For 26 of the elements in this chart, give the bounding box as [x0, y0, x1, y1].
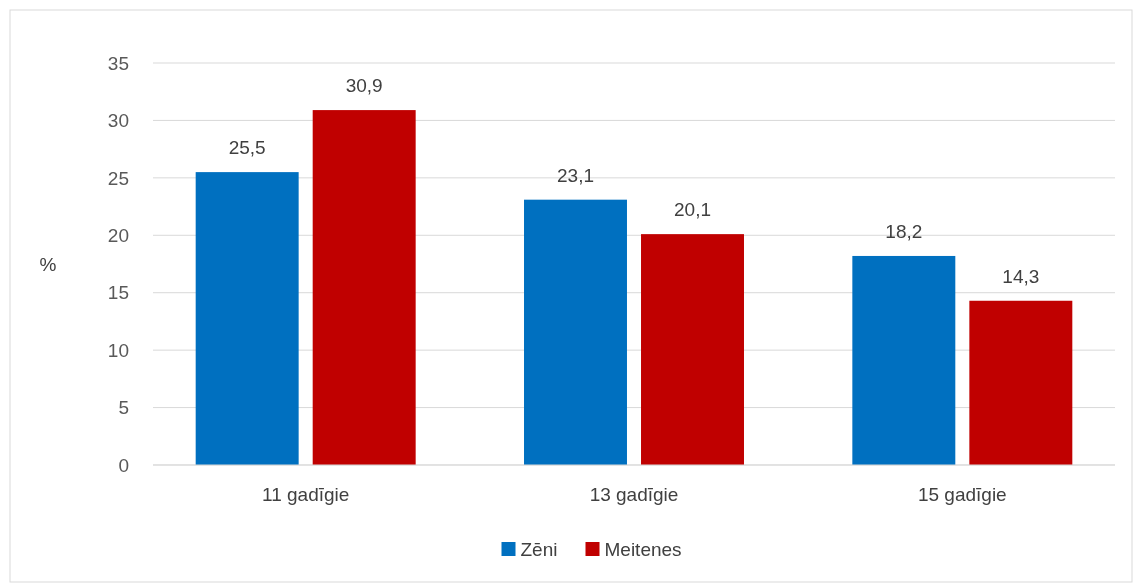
data-label: 30,9: [345, 75, 383, 97]
y-tick-label: 25: [107, 167, 129, 189]
legend-label: Meitenes: [604, 538, 682, 560]
y-axis-title: %: [39, 253, 57, 275]
y-tick-label: 15: [107, 282, 129, 304]
bar: [969, 300, 1073, 465]
y-tick-label: 0: [118, 454, 129, 476]
x-tick-label: 13 gadīgie: [589, 484, 679, 505]
bar: [852, 255, 956, 465]
data-label: 18,2: [885, 220, 923, 242]
y-tick-label: 30: [107, 110, 129, 132]
bar: [312, 110, 416, 465]
data-label: 20,1: [674, 199, 711, 221]
y-tick-label: 20: [107, 224, 129, 246]
y-tick-label: 35: [107, 52, 129, 74]
legend-label: Zēni: [520, 538, 558, 560]
bar: [195, 172, 299, 465]
x-tick-label: 15 gadīgie: [917, 484, 1007, 505]
y-tick-label: 10: [107, 339, 129, 361]
y-tick-label: 5: [118, 397, 129, 419]
data-label: 25,5: [228, 137, 266, 159]
data-label: 14,3: [1002, 265, 1040, 287]
bar: [641, 234, 744, 465]
data-label: 23,1: [557, 164, 594, 186]
x-tick-label: 11 gadīgie: [262, 484, 350, 505]
bar: [524, 199, 627, 465]
